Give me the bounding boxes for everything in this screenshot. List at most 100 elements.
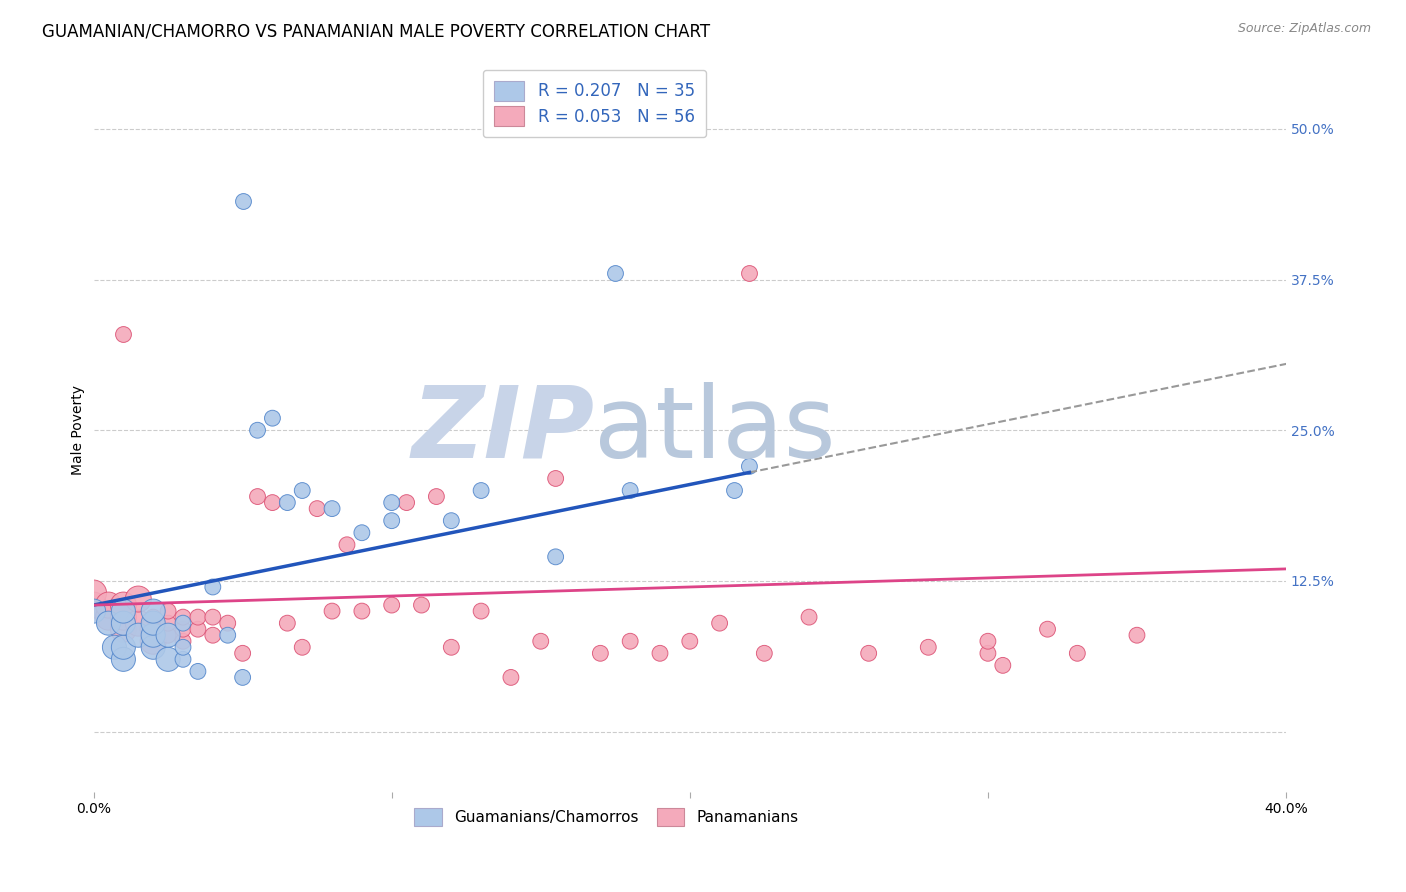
Point	[142, 628, 165, 642]
Point	[291, 483, 314, 498]
Point	[977, 634, 1000, 648]
Point	[679, 634, 702, 648]
Point	[605, 267, 627, 281]
Point	[246, 490, 269, 504]
Point	[350, 604, 373, 618]
Point	[172, 616, 194, 631]
Point	[589, 646, 612, 660]
Point	[157, 652, 180, 666]
Point	[142, 640, 165, 655]
Point	[83, 604, 105, 618]
Point	[142, 610, 165, 624]
Point	[172, 610, 194, 624]
Point	[411, 598, 433, 612]
Point	[83, 586, 105, 600]
Point	[1126, 628, 1149, 642]
Point	[172, 652, 194, 666]
Point	[709, 616, 731, 631]
Point	[172, 640, 194, 655]
Point	[723, 483, 745, 498]
Point	[232, 670, 254, 684]
Y-axis label: Male Poverty: Male Poverty	[72, 385, 86, 475]
Point	[425, 490, 447, 504]
Point	[172, 634, 194, 648]
Point	[754, 646, 776, 660]
Text: atlas: atlas	[595, 382, 837, 479]
Point	[217, 616, 239, 631]
Point	[276, 616, 298, 631]
Text: Source: ZipAtlas.com: Source: ZipAtlas.com	[1237, 22, 1371, 36]
Point	[858, 646, 880, 660]
Point	[738, 459, 761, 474]
Legend: Guamanians/Chamorros, Panamanians: Guamanians/Chamorros, Panamanians	[405, 799, 807, 835]
Point	[157, 604, 180, 618]
Point	[112, 598, 135, 612]
Point	[142, 616, 165, 631]
Point	[291, 640, 314, 655]
Point	[381, 495, 404, 509]
Point	[142, 634, 165, 648]
Point	[103, 640, 125, 655]
Point	[544, 471, 567, 485]
Point	[112, 622, 135, 636]
Point	[470, 604, 492, 618]
Text: ZIP: ZIP	[412, 382, 595, 479]
Point	[201, 580, 224, 594]
Point	[262, 411, 284, 425]
Point	[217, 628, 239, 642]
Point	[619, 483, 641, 498]
Point	[544, 549, 567, 564]
Point	[127, 628, 149, 642]
Point	[157, 628, 180, 642]
Point	[112, 640, 135, 655]
Point	[201, 628, 224, 642]
Point	[1066, 646, 1088, 660]
Point	[336, 538, 359, 552]
Point	[321, 604, 343, 618]
Point	[172, 622, 194, 636]
Point	[112, 652, 135, 666]
Point	[97, 616, 120, 631]
Point	[232, 194, 254, 209]
Point	[97, 598, 120, 612]
Point	[157, 616, 180, 631]
Text: GUAMANIAN/CHAMORRO VS PANAMANIAN MALE POVERTY CORRELATION CHART: GUAMANIAN/CHAMORRO VS PANAMANIAN MALE PO…	[42, 22, 710, 40]
Point	[262, 495, 284, 509]
Point	[232, 646, 254, 660]
Point	[112, 604, 135, 618]
Point	[276, 495, 298, 509]
Point	[381, 598, 404, 612]
Point	[381, 514, 404, 528]
Point	[440, 514, 463, 528]
Point	[157, 628, 180, 642]
Point	[991, 658, 1014, 673]
Point	[321, 501, 343, 516]
Point	[187, 622, 209, 636]
Point	[440, 640, 463, 655]
Point	[738, 267, 761, 281]
Point	[187, 610, 209, 624]
Point	[797, 610, 820, 624]
Point	[127, 616, 149, 631]
Point	[83, 598, 105, 612]
Point	[187, 665, 209, 679]
Point	[201, 610, 224, 624]
Point	[112, 610, 135, 624]
Point	[619, 634, 641, 648]
Point	[470, 483, 492, 498]
Point	[395, 495, 418, 509]
Point	[648, 646, 671, 660]
Point	[499, 670, 522, 684]
Point	[1036, 622, 1059, 636]
Point	[246, 423, 269, 437]
Point	[977, 646, 1000, 660]
Point	[127, 592, 149, 607]
Point	[142, 622, 165, 636]
Point	[917, 640, 939, 655]
Point	[142, 604, 165, 618]
Point	[97, 610, 120, 624]
Point	[112, 616, 135, 631]
Point	[112, 326, 135, 341]
Point	[530, 634, 553, 648]
Point	[350, 525, 373, 540]
